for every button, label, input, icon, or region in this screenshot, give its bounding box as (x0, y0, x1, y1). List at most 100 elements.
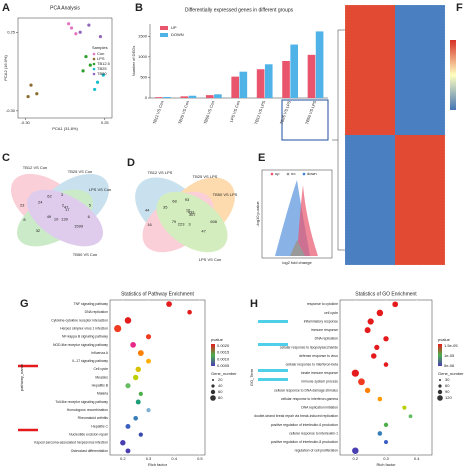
y-tick-label: positive regulation of interleukin-8 pro… (271, 440, 338, 444)
x-label: Rich factor (376, 462, 396, 467)
dot (370, 353, 377, 359)
title: Differentially expressed genes in differ… (185, 7, 294, 13)
y-tick-label: DNA replication initiation (301, 406, 338, 410)
legend-label: 0.0010 (217, 356, 230, 361)
dot (352, 447, 359, 454)
dot (383, 362, 389, 367)
bar (290, 44, 298, 98)
count: 79 (172, 219, 177, 224)
highlight (258, 369, 288, 372)
up-cloud (297, 185, 318, 256)
bar (214, 94, 222, 98)
legend-label: 1e-05 (444, 353, 455, 358)
point (87, 23, 91, 27)
dot (383, 440, 389, 445)
legend-swatch (437, 389, 443, 395)
count: 93 (185, 197, 190, 202)
count: 3 (61, 192, 64, 197)
bar (155, 97, 163, 98)
bar (282, 61, 290, 98)
dot (125, 423, 131, 429)
highlight (258, 320, 288, 323)
y-tick-label: 0 (145, 95, 148, 100)
point (29, 83, 33, 87)
count: 223 (178, 222, 185, 227)
dot (145, 334, 152, 340)
legend-swatch (92, 52, 96, 56)
set-label: TB50 VS LPS (213, 192, 238, 197)
y-tick-label: cellular response to interferon-gamma (281, 397, 338, 401)
y-tick-label: 1500 (138, 33, 148, 38)
y-tick-label: IL-17 signaling pathway (72, 359, 108, 363)
point (67, 22, 71, 26)
legend-label: TB12.5 (97, 61, 111, 66)
dot (374, 344, 380, 350)
legend-swatch (160, 26, 168, 30)
y-tick-label: positive regulation of interleukin-6 pro… (271, 423, 338, 427)
legend-label: TB25 (97, 66, 107, 71)
count: 23 (20, 203, 25, 208)
y-tick-label: response to cytokine (307, 302, 338, 306)
legend-label: up (275, 171, 280, 176)
panel-letter: D (127, 157, 135, 169)
set-label: LPS VS Con (89, 187, 111, 192)
legend-swatch (270, 172, 274, 176)
highlight (258, 378, 288, 381)
legend-swatch (92, 62, 96, 66)
x-tick-label: 0.5 (197, 456, 203, 461)
y-tick-label: Osteoclast differentiation (71, 449, 108, 453)
bar (239, 71, 248, 98)
dot (138, 391, 143, 396)
panel-letter: G (20, 298, 29, 310)
count: 3 (188, 222, 191, 227)
legend-swatch (286, 172, 290, 176)
bar (163, 96, 171, 98)
y-tick-label: TNF signaling pathway (74, 302, 109, 306)
heatmap (332, 4, 456, 266)
y-tick-label: Hepatitis B (92, 384, 109, 388)
y-tick-label: regulation of cell proliferation (295, 449, 338, 453)
dot (383, 422, 389, 428)
x-tick-label: -0.30 (21, 120, 31, 125)
bar (307, 54, 316, 98)
point (98, 34, 103, 39)
dot (377, 396, 383, 402)
panel-letter: H (250, 298, 258, 310)
count: 47 (201, 228, 206, 233)
legend-swatch (92, 57, 96, 61)
count: 6 (88, 214, 91, 219)
title: Statistics of Pathway Enrichment (121, 291, 194, 297)
y-tick-label: Homologous recombination (67, 408, 108, 412)
count: 68 (172, 199, 177, 204)
y-tick-label: -0.30 (6, 108, 16, 113)
highlight-box (281, 99, 329, 141)
count: 8 (23, 217, 26, 222)
block (395, 5, 445, 135)
count: 5 (89, 203, 92, 208)
count: 606 (210, 219, 217, 224)
legend-label: DOWN (171, 32, 184, 37)
legend-label: 0.0015 (217, 350, 230, 355)
y-tick-label: immune response (311, 328, 338, 332)
no-cloud (290, 240, 305, 256)
point (26, 94, 30, 99)
set-label: TB25 VS LPS (193, 174, 218, 179)
y-tick-label: 500 (140, 75, 147, 80)
legend-label: LPS (97, 56, 105, 61)
title: PCA Analysis (50, 5, 80, 11)
legend-swatch (302, 172, 306, 176)
y-tick-label: Measles (95, 375, 108, 379)
x-tick-label: 0.2 (353, 456, 359, 461)
y-tick-label: Cytokine-cytokine receptor interaction (51, 318, 108, 322)
legend-label: 5e-06 (444, 363, 455, 368)
count: 10 (54, 217, 59, 222)
dot (130, 342, 136, 348)
dendrogram (332, 29, 345, 251)
bar (315, 31, 324, 98)
point (35, 92, 39, 96)
y-tick-label: immune system process (301, 380, 338, 384)
dot (135, 399, 141, 405)
legend-swatch (211, 384, 215, 388)
y-tick-label: cellular response to interleukin-1 (289, 431, 338, 435)
